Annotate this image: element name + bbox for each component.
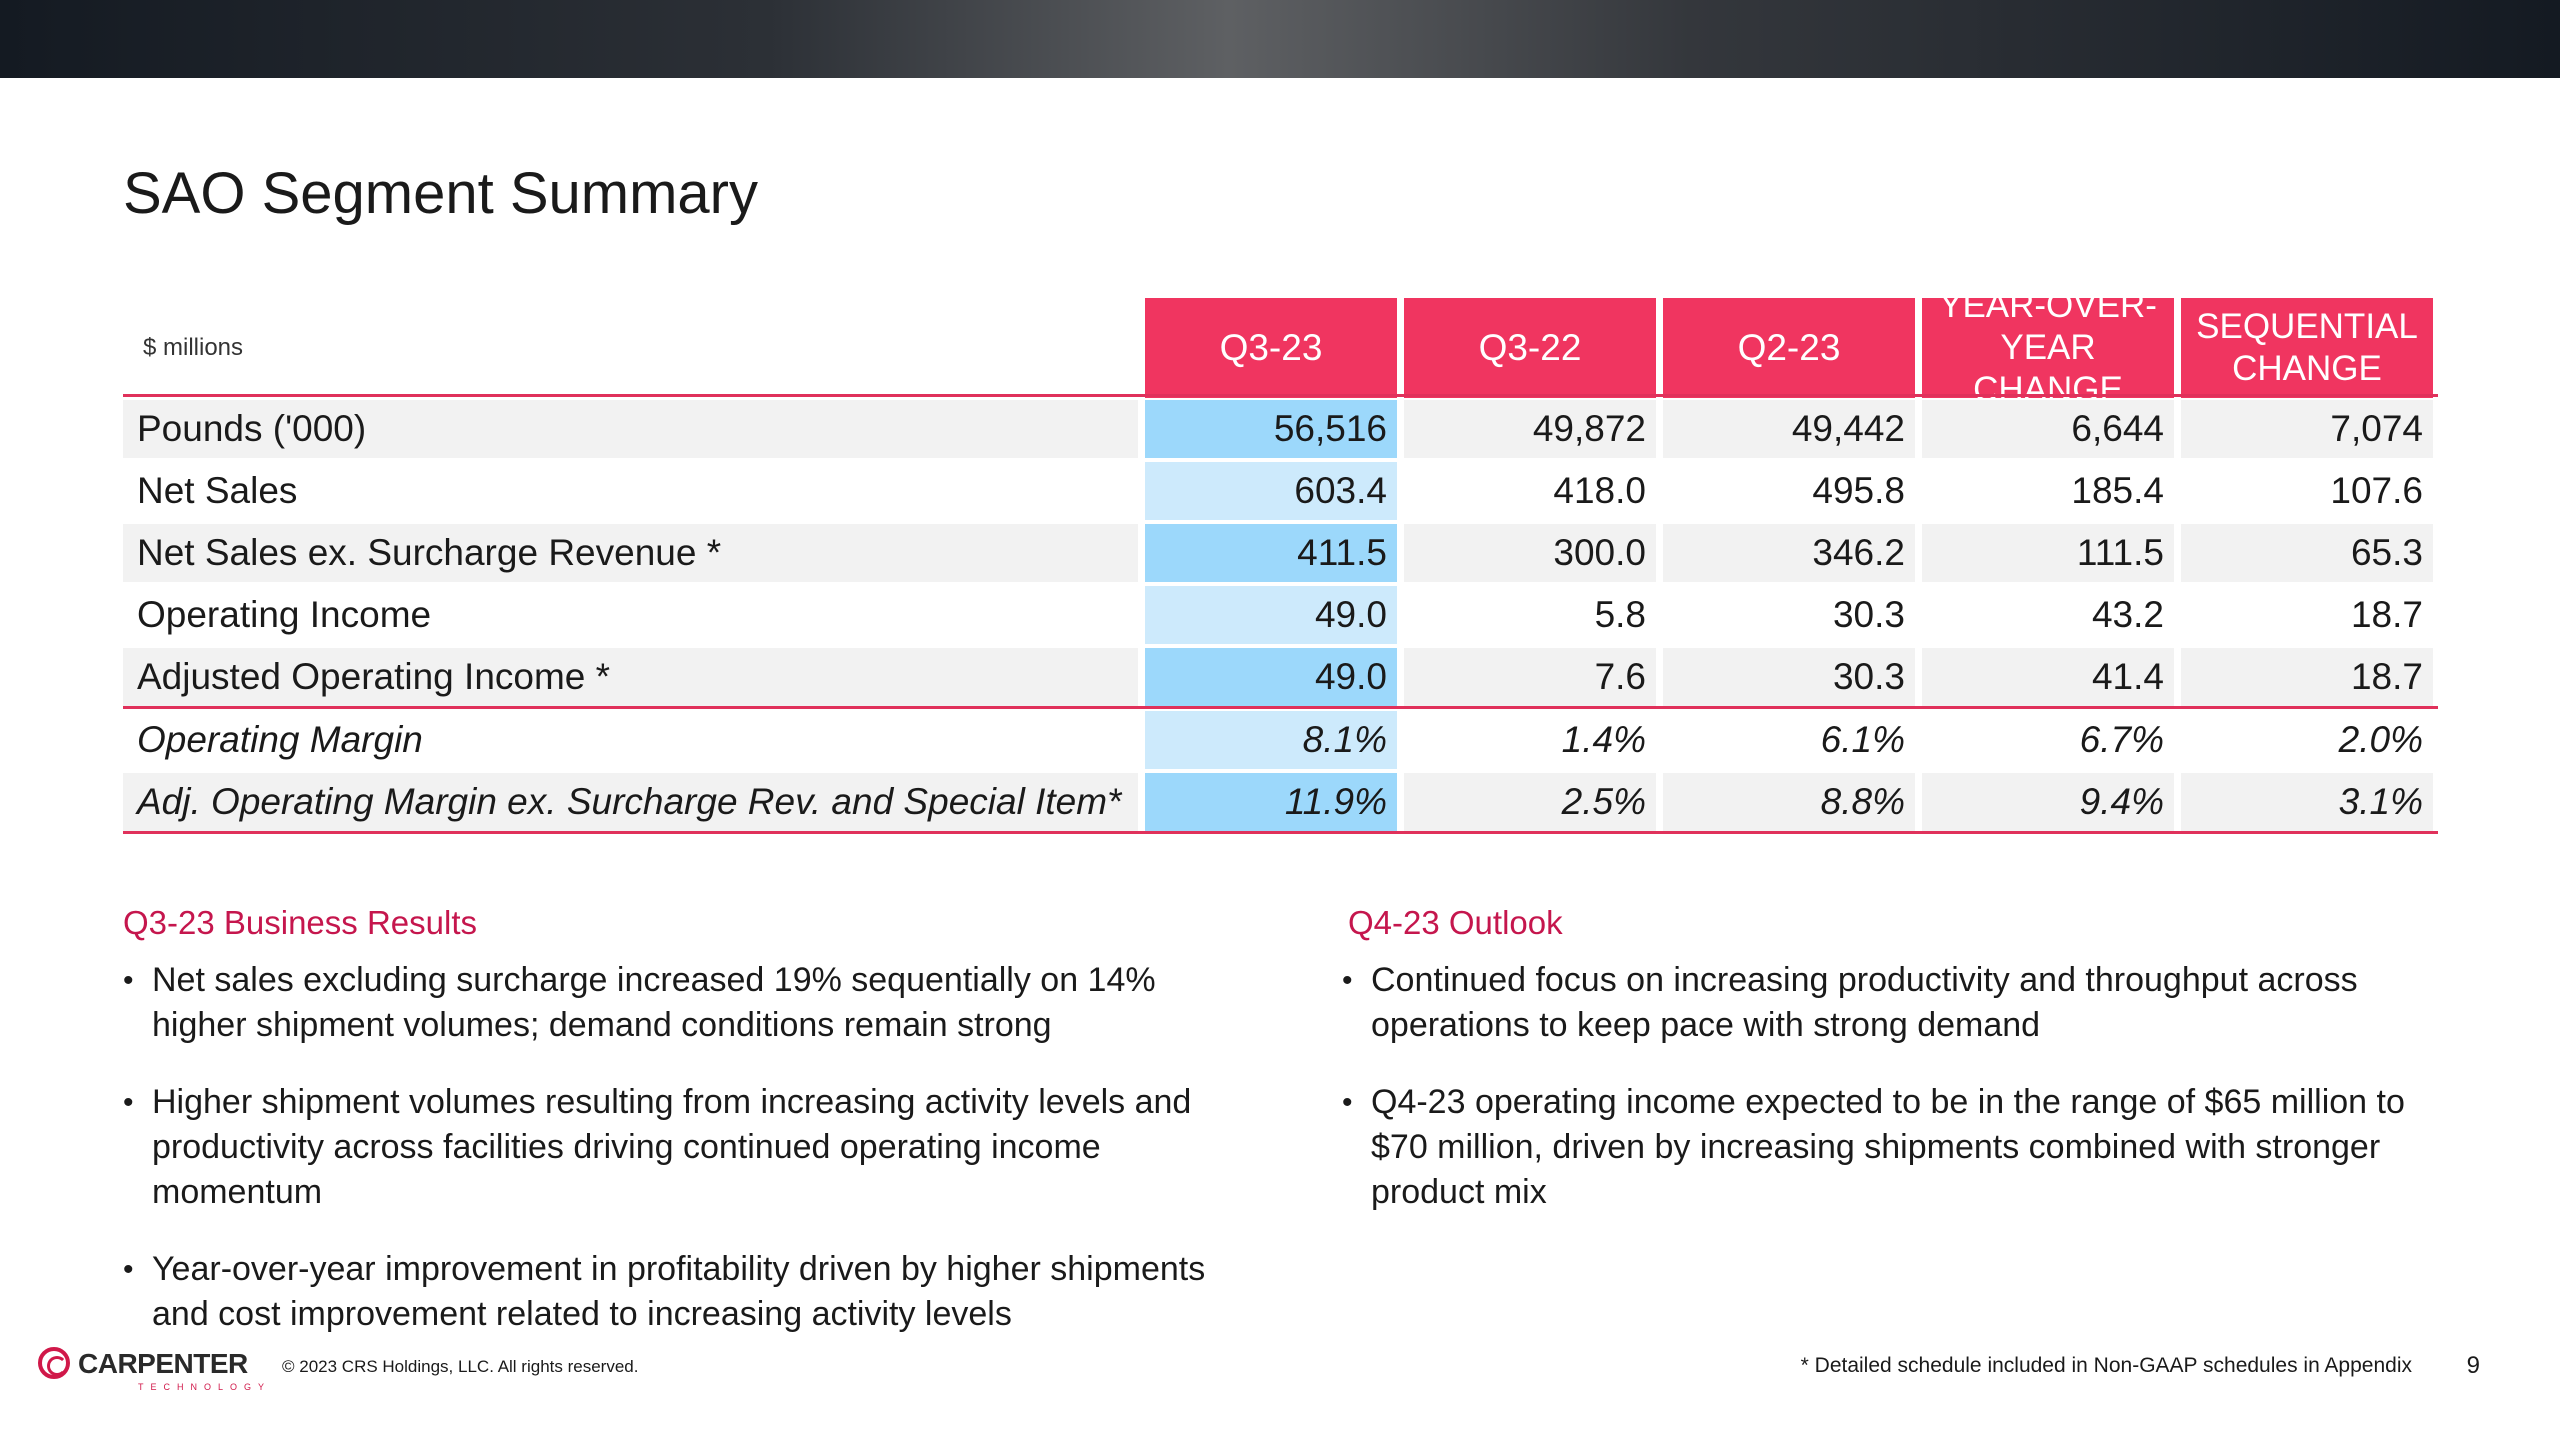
cell-value: 43.2: [2091, 594, 2164, 635]
logo-name: CARPENTER: [78, 1348, 248, 1379]
copyright-notice: © 2023 CRS Holdings, LLC. All rights res…: [282, 1357, 639, 1376]
cell-value: 418.0: [1553, 470, 1646, 511]
units-label: $ millions: [143, 334, 244, 361]
row-label: Pounds ('000): [123, 400, 1138, 458]
cell-value: 8.1%: [1145, 711, 1397, 769]
bullet-text: Year-over-year improvement in profitabil…: [152, 1250, 1206, 1333]
results-heading: Q3-23 Business Results: [123, 904, 477, 941]
cell-value: 41.4: [1922, 648, 2174, 706]
bullet-text: Higher shipment volumes resulting from i…: [152, 1083, 1192, 1211]
cell-value: 7.6: [1404, 648, 1656, 706]
bullet-icon: •: [123, 1086, 134, 1119]
cell-value: 11.9%: [1145, 773, 1397, 831]
cell-value: 30.3: [1832, 594, 1905, 635]
cell-value: 185.4: [2071, 470, 2164, 511]
cell-value: 49,872: [1404, 400, 1656, 458]
table-row: Pounds ('000) 56,516 49,872 49,442 6,644…: [123, 400, 2438, 462]
company-logo: CARPENTER TECHNOLOGY: [38, 1344, 268, 1394]
list-item: • Higher shipment volumes resulting from …: [123, 1080, 1223, 1215]
cell-value: 346.2: [1663, 524, 1915, 582]
cell-value: 495.8: [1812, 470, 1905, 511]
cell-value: 5.8: [1594, 594, 1646, 635]
row-label: Adjusted Operating Income *: [123, 648, 1138, 706]
cell-value: 8.8%: [1663, 773, 1915, 831]
column-header-q2-23: Q2-23: [1663, 298, 1915, 398]
column-header-q3-23: Q3-23: [1145, 298, 1397, 398]
cell-value: 6.1%: [1820, 719, 1905, 760]
header-divider: [123, 394, 2438, 397]
row-label: Operating Margin: [137, 719, 423, 760]
table-row: Net Sales 603.4 418.0 495.8 185.4 107.6: [123, 462, 2438, 524]
list-item: • Continued focus on increasing productiv…: [1342, 958, 2442, 1048]
cell-value: 56,516: [1145, 400, 1397, 458]
bullet-icon: •: [123, 964, 134, 997]
margin-divider: [123, 706, 2438, 709]
cell-value: 9.4%: [1922, 773, 2174, 831]
page-title: SAO Segment Summary: [123, 161, 758, 226]
cell-value: 49.0: [1145, 648, 1397, 706]
bullet-icon: •: [123, 1253, 134, 1286]
cell-value: 30.3: [1663, 648, 1915, 706]
row-label: Net Sales ex. Surcharge Revenue *: [123, 524, 1138, 582]
cell-value: 603.4: [1145, 462, 1397, 520]
summary-table: $ millions Q3-23 Q3-22 Q2-23 YEAR-OVER-Y…: [123, 286, 2438, 834]
table-row: Adj. Operating Margin ex. Surcharge Rev.…: [123, 773, 2438, 835]
cell-value: 2.5%: [1404, 773, 1656, 831]
cell-value: 6.7%: [2079, 719, 2164, 760]
row-label: Adj. Operating Margin ex. Surcharge Rev.…: [123, 773, 1138, 831]
row-label: Net Sales: [137, 470, 298, 511]
cell-value: 7,074: [2181, 400, 2433, 458]
table-header: $ millions Q3-23 Q3-22 Q2-23 YEAR-OVER-Y…: [123, 286, 2438, 409]
logo-subtitle: TECHNOLOGY: [138, 1382, 272, 1392]
bullet-text: Continued focus on increasing productivi…: [1371, 961, 2358, 1044]
list-item: • Net sales excluding surcharge increased…: [123, 958, 1223, 1048]
bullet-text: Q4-23 operating income expected to be in…: [1371, 1083, 2405, 1211]
cell-value: 1.4%: [1561, 719, 1646, 760]
row-label: Operating Income: [137, 594, 432, 635]
cell-value: 300.0: [1404, 524, 1656, 582]
table-bottom-rule: [123, 831, 2438, 834]
cell-value: 49.0: [1145, 586, 1397, 644]
cell-value: 18.7: [2350, 594, 2423, 635]
bullet-text: Net sales excluding surcharge increased …: [152, 961, 1156, 1044]
cell-value: 49,442: [1663, 400, 1915, 458]
results-bullet-list: • Net sales excluding surcharge increased…: [123, 958, 1223, 1369]
cell-value: 65.3: [2181, 524, 2433, 582]
table-row: Net Sales ex. Surcharge Revenue * 411.5 …: [123, 524, 2438, 586]
list-item: • Year-over-year improvement in profitabi…: [123, 1247, 1223, 1337]
table-row: Adjusted Operating Income * 49.0 7.6 30.…: [123, 648, 2438, 710]
logo-mark-icon: [38, 1347, 70, 1379]
column-header-sequential-change: SEQUENTIAL CHANGE: [2181, 298, 2433, 398]
cell-value: 6,644: [1922, 400, 2174, 458]
page-number: 9: [2466, 1352, 2480, 1379]
bullet-icon: •: [1342, 1086, 1353, 1119]
footnote: * Detailed schedule included in Non-GAAP…: [1800, 1354, 2412, 1377]
cell-value: 107.6: [2330, 470, 2423, 511]
cell-value: 18.7: [2181, 648, 2433, 706]
cell-value: 111.5: [1922, 524, 2174, 582]
cell-value: 411.5: [1145, 524, 1397, 582]
column-header-yoy-change: YEAR-OVER-YEAR CHANGE: [1922, 286, 2174, 409]
outlook-bullet-list: • Continued focus on increasing productiv…: [1342, 958, 2442, 1247]
list-item: • Q4-23 operating income expected to be i…: [1342, 1080, 2442, 1215]
table-row: Operating Margin 8.1% 1.4% 6.1% 6.7% 2.0…: [123, 711, 2438, 773]
cell-value: 3.1%: [2181, 773, 2433, 831]
column-header-q3-22: Q3-22: [1404, 298, 1656, 398]
outlook-heading: Q4-23 Outlook: [1348, 904, 1563, 941]
cell-value: 2.0%: [2338, 719, 2423, 760]
top-banner: [0, 0, 2560, 78]
table-row: Operating Income 49.0 5.8 30.3 43.2 18.7: [123, 586, 2438, 648]
bullet-icon: •: [1342, 964, 1353, 997]
